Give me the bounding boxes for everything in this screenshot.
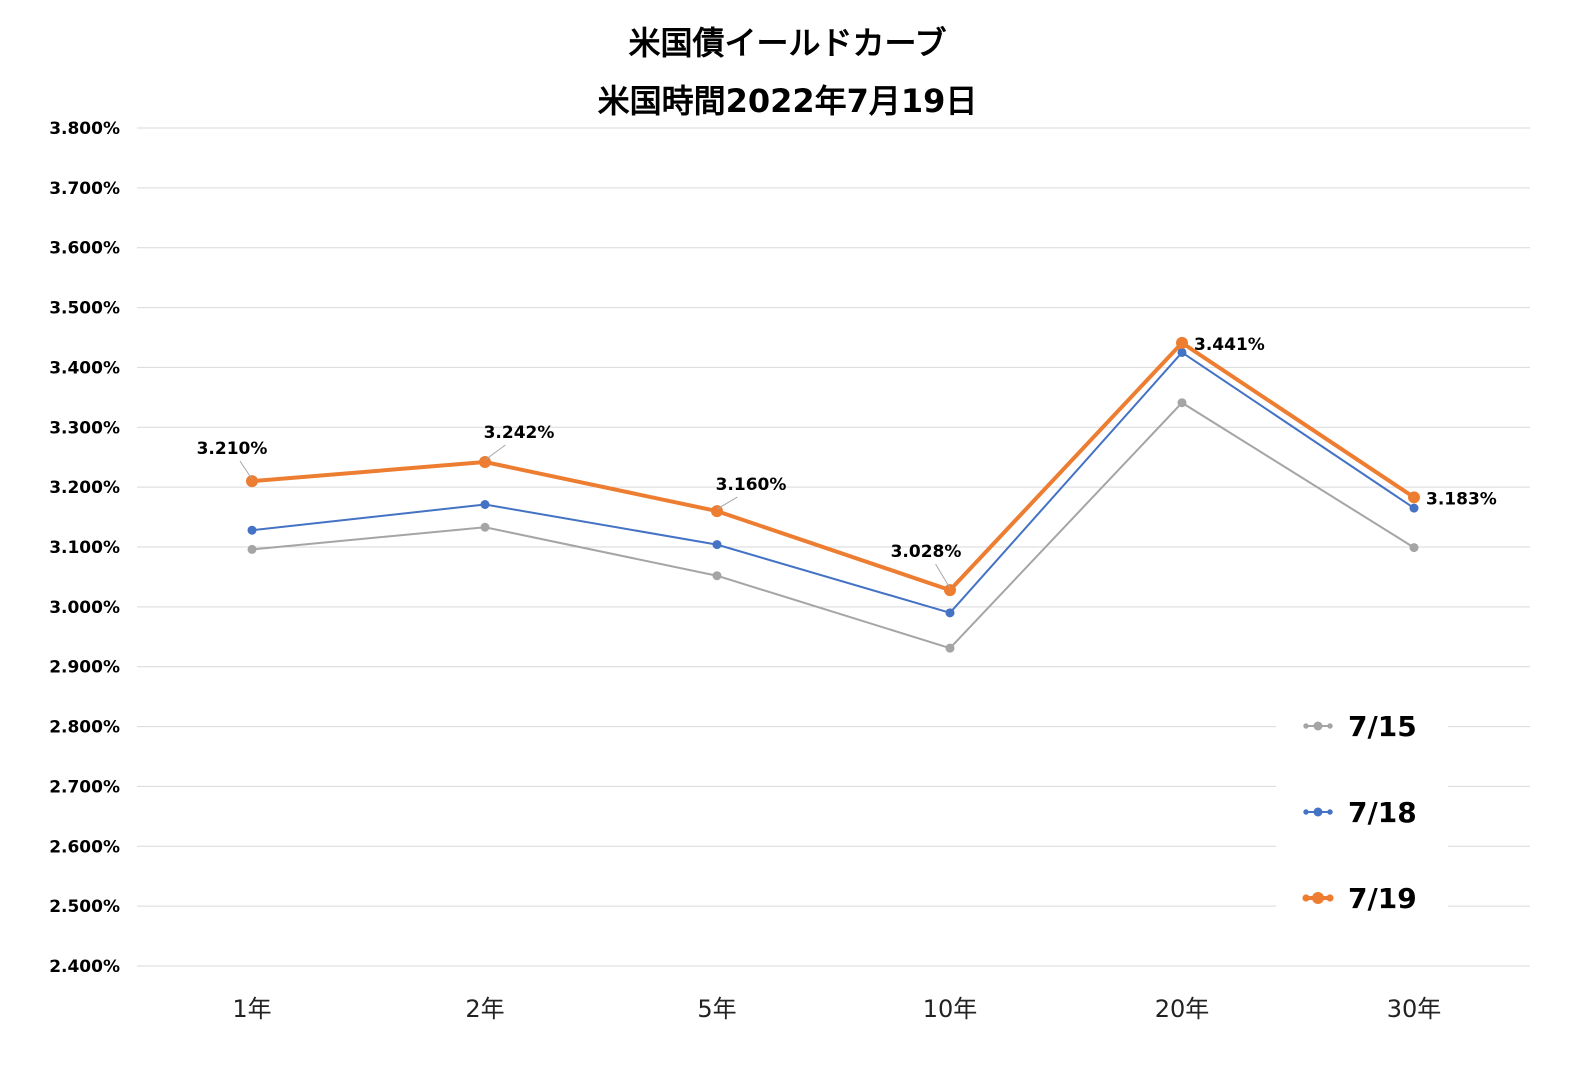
legend-label: 7/19 [1348, 882, 1417, 915]
data-point [944, 584, 956, 597]
y-tick-label: 3.400% [49, 358, 120, 378]
y-tick-label: 3.500% [49, 299, 120, 319]
legend-swatch-marker [1312, 892, 1324, 904]
x-tick-label: 20年 [1155, 995, 1210, 1023]
data-point [1409, 503, 1419, 513]
data-point [1177, 398, 1187, 408]
y-tick-label: 2.900% [49, 658, 120, 678]
x-tick-label: 30年 [1387, 995, 1442, 1023]
y-tick-label: 2.400% [49, 957, 120, 977]
data-point [1177, 347, 1187, 357]
chart-title: 米国債イールドカーブ [628, 24, 947, 62]
y-tick-label: 2.500% [49, 897, 120, 917]
x-tick-label: 5年 [697, 995, 736, 1023]
data-point [712, 540, 722, 550]
data-label-leader [935, 563, 951, 589]
y-tick-label: 3.100% [49, 538, 120, 558]
y-tick-label: 2.600% [49, 837, 120, 857]
data-point [945, 643, 955, 653]
legend-swatch-marker [1326, 894, 1334, 902]
chart-subtitle: 米国時間2022年7月19日 [597, 82, 978, 120]
data-point [246, 475, 258, 488]
legend-swatch-marker [1303, 723, 1309, 729]
data-label: 3.441% [1194, 335, 1265, 355]
x-tick-label: 10年 [923, 995, 978, 1023]
data-label: 3.242% [484, 423, 555, 443]
legend-swatch-marker [1313, 807, 1323, 817]
data-point [945, 608, 955, 618]
series-line-7-19 [251, 340, 1416, 593]
legend-swatch-marker [1327, 723, 1333, 729]
data-point [247, 544, 257, 554]
series-line-7-18 [251, 351, 1415, 614]
data-point [480, 522, 490, 532]
legend-swatch-marker [1313, 721, 1323, 731]
data-label: 3.183% [1426, 489, 1497, 509]
data-label: 3.160% [716, 475, 787, 495]
data-point [711, 505, 723, 518]
data-label-leader [239, 460, 253, 480]
x-tick-label: 2年 [465, 995, 504, 1023]
data-point [247, 525, 257, 535]
y-tick-label: 3.700% [49, 179, 120, 199]
legend-swatch-marker [1327, 809, 1333, 815]
y-tick-label: 2.700% [49, 777, 120, 797]
legend-label: 7/18 [1348, 796, 1417, 829]
y-tick-label: 3.300% [49, 418, 120, 438]
data-label-leader [484, 444, 506, 461]
y-tick-label: 2.800% [49, 718, 120, 738]
series-line-7-15 [251, 401, 1415, 650]
data-label: 3.028% [891, 542, 962, 562]
data-label: 3.210% [197, 439, 268, 459]
y-tick-label: 3.000% [49, 598, 120, 618]
legend-label: 7/15 [1348, 710, 1417, 743]
data-point [479, 456, 491, 469]
data-label-leader [716, 496, 738, 510]
legend-swatch-marker [1303, 809, 1309, 815]
data-point [480, 500, 490, 510]
y-tick-label: 3.200% [49, 478, 120, 498]
legend-swatch-marker [1302, 894, 1310, 902]
y-tick-label: 3.600% [49, 239, 120, 259]
x-tick-label: 1年 [232, 995, 271, 1023]
y-tick-label: 3.800% [49, 119, 120, 139]
data-point [1408, 491, 1420, 504]
data-point [712, 571, 722, 581]
data-point [1176, 336, 1188, 349]
data-point [1409, 543, 1419, 553]
